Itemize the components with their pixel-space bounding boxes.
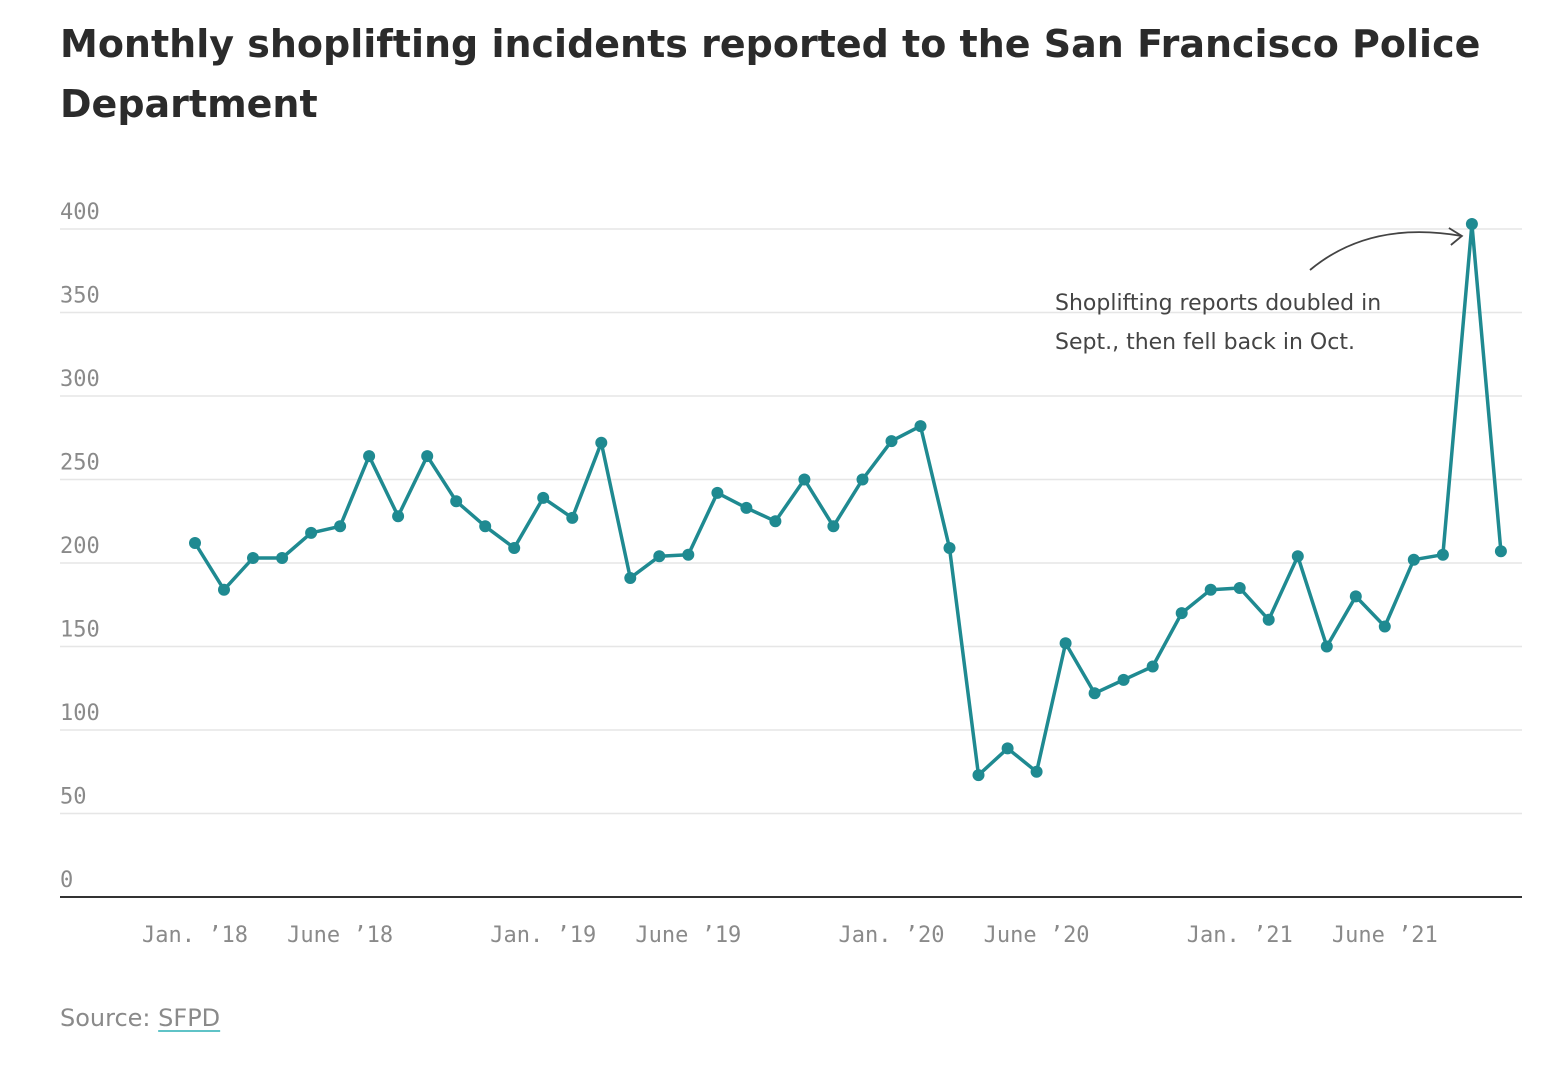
data-point — [624, 572, 637, 584]
data-point — [682, 548, 695, 561]
x-tick-label-3: June ’19 — [635, 923, 741, 948]
data-point — [1001, 742, 1014, 755]
x-tick-label-4: Jan. ’20 — [838, 923, 944, 948]
data-point — [1407, 553, 1420, 566]
data-point — [508, 542, 521, 554]
data-point — [1146, 660, 1159, 673]
y-tick-label-150: 150 — [60, 618, 100, 643]
data-point — [972, 769, 985, 782]
data-point — [1349, 590, 1362, 603]
data-point — [189, 537, 201, 549]
data-point — [1088, 687, 1101, 700]
data-point — [566, 511, 579, 524]
data-point — [711, 486, 724, 499]
data-point — [1059, 637, 1072, 650]
data-point — [392, 510, 405, 523]
annotation: Shoplifting reports doubled in Sept., th… — [1055, 227, 1464, 355]
series-line — [193, 222, 1503, 777]
annotation-arrowhead — [1448, 227, 1464, 246]
data-point — [740, 501, 753, 514]
y-tick-label-250: 250 — [60, 451, 100, 476]
data-point — [537, 491, 550, 504]
x-tick-label-2: Jan. ’19 — [490, 923, 596, 948]
data-point — [421, 450, 434, 463]
source-prefix: Source: — [60, 1004, 159, 1032]
data-point — [885, 435, 898, 448]
data-point — [1494, 545, 1507, 558]
data-point — [914, 420, 927, 433]
data-point — [334, 520, 347, 533]
data-point — [1204, 583, 1217, 596]
data-point — [363, 450, 376, 463]
data-point — [247, 552, 259, 564]
x-tick-label-1: June ’18 — [287, 923, 393, 948]
data-point — [1175, 607, 1188, 620]
y-tick-label-300: 300 — [60, 367, 100, 392]
y-tick-label-200: 200 — [60, 534, 100, 559]
data-point — [856, 473, 869, 486]
data-point — [1465, 218, 1478, 230]
data-point — [827, 520, 840, 533]
data-point — [1436, 548, 1449, 561]
annotation-line-1: Shoplifting reports doubled in — [1055, 291, 1381, 316]
data-point — [218, 583, 230, 596]
y-tick-label-50: 50 — [60, 785, 87, 810]
line-chart: 0 50 100 150 200 250 300 350 400 Jan. ’18 June ’1… — [60, 200, 1522, 948]
data-point — [1030, 765, 1043, 778]
chart-title: Monthly shoplifting incidents reported t… — [60, 22, 1481, 126]
data-point — [798, 473, 811, 486]
x-tick-label-5: June ’20 — [984, 923, 1090, 948]
data-point — [1320, 640, 1333, 653]
annotation-arrow — [1309, 231, 1463, 271]
x-tick-label-6: Jan. ’21 — [1187, 923, 1293, 948]
gridlines — [60, 228, 1522, 815]
data-point — [653, 550, 666, 563]
data-point — [479, 520, 492, 533]
data-point — [1233, 582, 1246, 594]
data-points — [189, 218, 1507, 782]
data-point — [1291, 550, 1304, 563]
data-point — [450, 495, 463, 508]
y-tick-label-400: 400 — [60, 200, 100, 225]
x-tick-label-0: Jan. ’18 — [142, 923, 248, 948]
data-point — [1378, 620, 1391, 633]
data-point — [1117, 673, 1130, 686]
y-tick-label-100: 100 — [60, 701, 100, 726]
source-link[interactable]: SFPD — [158, 1004, 221, 1032]
data-point — [1262, 613, 1275, 626]
data-point — [943, 542, 956, 554]
y-tick-label-0: 0 — [60, 868, 73, 893]
y-tick-label-350: 350 — [60, 284, 100, 309]
data-point — [595, 436, 608, 449]
x-tick-label-7: June ’21 — [1332, 923, 1438, 948]
data-point — [769, 515, 782, 528]
data-point — [305, 526, 318, 539]
source-note: Source: SFPD — [60, 1004, 220, 1032]
y-axis-tick-labels: 0 50 100 150 200 250 300 350 400 — [60, 200, 100, 893]
data-point — [276, 552, 289, 564]
x-axis-tick-labels: Jan. ’18 June ’18 Jan. ’19 June ’19 Jan. ’20… — [142, 923, 1438, 948]
annotation-line-2: Sept., then fell back in Oct. — [1055, 330, 1355, 355]
